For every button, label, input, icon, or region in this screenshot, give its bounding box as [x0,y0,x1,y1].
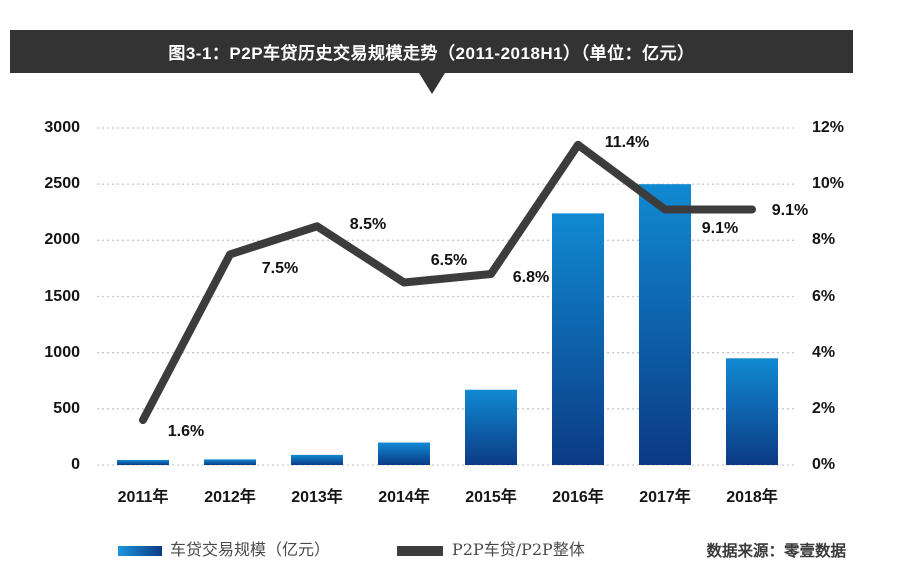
bar-2013年 [291,454,343,465]
y-left-tick-2000: 2000 [44,231,80,249]
legend-bar-swatch-icon [118,546,162,556]
point-label-2016年: 11.4% [604,133,650,151]
point-label-2012年: 7.5% [261,260,299,278]
data-source: 数据来源：零壹数据 [706,541,846,560]
bar-2018年 [726,358,778,465]
legend-bar-label: 车贷交易规模（亿元） [170,540,331,559]
y-right-tick-6%: 6% [812,287,836,305]
y-left-tick-500: 500 [53,399,80,417]
point-label-2013年: 8.5% [349,216,387,234]
point-label-2015年: 6.8% [512,269,550,287]
bar-2014年 [378,442,430,465]
x-label-2015年: 2015年 [465,489,517,506]
x-label-2018年: 2018年 [726,489,778,506]
bar-2012年 [204,459,256,465]
chart-title: 图3-1：P2P车贷历史交易规模走势（2011-2018H1）（单位：亿元） [168,44,695,63]
bar-2017年 [639,184,691,465]
point-label-2014年: 6.5% [430,252,468,270]
y-right-tick-0%: 0% [812,456,836,473]
y-left-tick-3000: 3000 [44,119,80,136]
x-label-2012年: 2012年 [204,489,256,506]
legend-line-label: P2P车贷/P2P整体 [452,540,585,559]
y-left-tick-1000: 1000 [44,343,80,361]
x-label-2013年: 2013年 [291,489,343,506]
bar-2011年 [117,459,169,465]
y-left-tick-1500: 1500 [44,287,80,305]
bar-2015年 [465,389,517,465]
y-left-tick-0: 0 [71,456,80,473]
y-right-tick-4%: 4% [812,343,836,361]
point-label-2011年: 1.6% [167,423,205,441]
bar-2016年 [552,213,604,465]
y-right-tick-8%: 8% [812,231,836,249]
chart-title-banner: 图3-1：P2P车贷历史交易规模走势（2011-2018H1）（单位：亿元） [10,30,853,94]
y-left-tick-2500: 2500 [44,175,80,193]
y-right-tick-10%: 10% [812,175,845,193]
x-label-2011年: 2011年 [117,489,169,506]
x-label-2017年: 2017年 [639,489,691,506]
y-right-tick-2%: 2% [812,399,836,417]
ratio-line [139,140,756,425]
legend-line-swatch-icon [397,546,443,556]
y-right-tick-12%: 12% [812,119,845,136]
x-label-2016年: 2016年 [552,489,604,506]
point-label-2018年: 9.1% [771,202,809,220]
x-label-2014年: 2014年 [378,489,430,506]
point-label-2017年: 9.1% [701,220,739,238]
banner-pointer-icon [418,73,445,94]
